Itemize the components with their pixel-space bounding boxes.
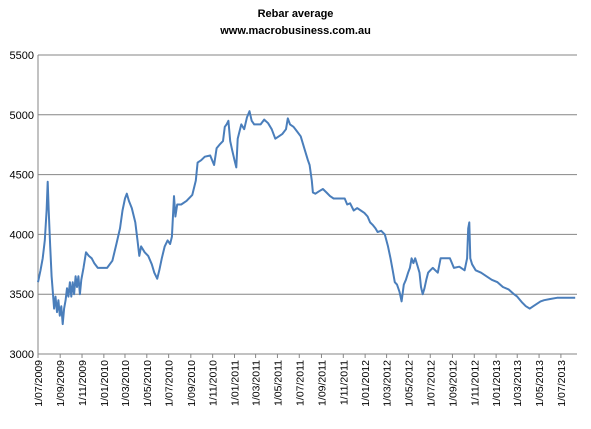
x-tick-label: 1/07/2010 xyxy=(164,360,176,407)
x-tick-label: 1/11/2010 xyxy=(208,360,220,406)
x-tick-label: 1/03/2010 xyxy=(120,360,132,407)
x-tick-label: 1/05/2011 xyxy=(272,360,284,406)
x-tick-label: 1/09/2012 xyxy=(447,360,459,407)
x-tick-label: 1/09/2009 xyxy=(55,360,67,407)
x-tick-label: 1/11/2009 xyxy=(77,360,89,406)
chart-subtitle: www.macrobusiness.com.au xyxy=(220,25,371,37)
x-tick-label: 1/09/2011 xyxy=(316,360,328,406)
x-tick-label: 1/07/2011 xyxy=(294,360,306,406)
y-tick-label: 4500 xyxy=(10,170,34,182)
y-tick-label: 5500 xyxy=(10,50,34,62)
y-tick-label: 5000 xyxy=(10,110,34,122)
x-tick-label: 1/03/2012 xyxy=(382,360,394,407)
series-line-rebar xyxy=(37,110,576,326)
y-axis: 3000 3500 4000 4500 5000 5500 xyxy=(10,50,39,361)
y-tick-label: 4000 xyxy=(10,229,34,241)
x-tick-label: 1/07/2013 xyxy=(556,360,568,407)
x-tick-label: 1/07/2009 xyxy=(33,360,45,407)
x-tick-label: 1/01/2011 xyxy=(229,360,241,406)
x-tick-label: 1/11/2011 xyxy=(338,360,350,405)
x-tick-label: 1/05/2013 xyxy=(534,360,546,407)
x-tick-label: 1/05/2010 xyxy=(142,360,154,407)
x-tick-label: 1/05/2012 xyxy=(403,360,415,407)
y-tick-label: 3500 xyxy=(10,289,34,301)
x-tick-label: 1/01/2013 xyxy=(491,360,503,407)
gridlines xyxy=(38,54,577,355)
x-tick-label: 1/07/2012 xyxy=(425,360,437,407)
x-tick-label: 1/01/2010 xyxy=(99,360,111,407)
x-tick-label: 1/03/2011 xyxy=(251,360,263,406)
x-tick-label: 1/09/2010 xyxy=(186,360,198,407)
x-axis: 1/07/2009 1/09/2009 1/11/2009 1/01/2010 1/03… xyxy=(33,353,577,407)
x-tick-label: 1/11/2012 xyxy=(469,360,481,406)
x-tick-label: 1/03/2013 xyxy=(512,360,524,407)
y-tick-label: 3000 xyxy=(10,349,34,361)
chart-title: Rebar average xyxy=(257,8,334,20)
x-tick-label: 1/01/2012 xyxy=(360,360,372,407)
